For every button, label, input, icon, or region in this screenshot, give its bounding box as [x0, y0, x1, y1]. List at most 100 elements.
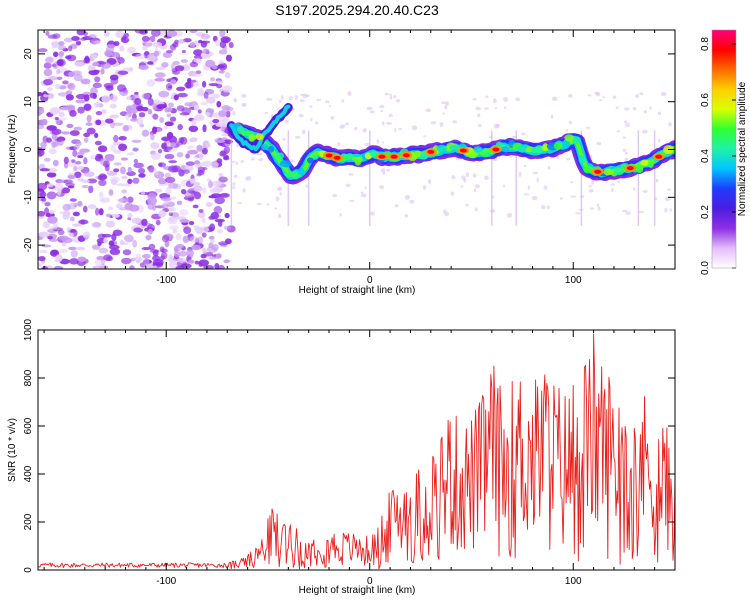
noise-speckle: [113, 122, 124, 126]
noise-speckle: [228, 41, 234, 49]
faint-speckle: [376, 139, 380, 144]
faint-speckle: [339, 212, 342, 217]
noise-speckle: [57, 92, 69, 97]
snr-xlabel: Height of straight line (km): [299, 585, 416, 596]
faint-speckle: [240, 159, 244, 164]
noise-speckle: [152, 103, 158, 111]
noise-speckle: [43, 157, 51, 162]
faint-speckle: [570, 195, 577, 198]
noise-speckle: [180, 59, 189, 63]
faint-speckle: [642, 129, 648, 134]
colorbar-label: Normalized spectral amplitude: [737, 81, 748, 216]
noise-speckle: [92, 82, 102, 89]
noise-speckle: [214, 80, 224, 85]
noise-speckle: [75, 246, 86, 251]
noise-speckle: [109, 114, 119, 119]
noise-speckle: [66, 123, 74, 129]
noise-speckle: [200, 101, 208, 106]
noise-speckle: [185, 161, 196, 166]
noise-speckle: [87, 66, 96, 71]
noise-speckle: [38, 91, 43, 97]
faint-speckle: [348, 173, 354, 176]
noise-speckle: [180, 189, 187, 195]
spectrogram-ylabel: Frequency (Hz): [7, 115, 18, 184]
noise-speckle: [205, 144, 211, 148]
noise-speckle: [201, 248, 207, 253]
faint-speckle: [250, 157, 255, 161]
faint-speckle: [281, 95, 284, 101]
noise-speckle: [129, 265, 135, 269]
faint-speckle: [547, 165, 551, 170]
noise-speckle: [65, 94, 74, 101]
faint-speckle: [472, 98, 477, 101]
noise-speckle: [93, 40, 102, 45]
noise-speckle: [48, 76, 58, 81]
noise-speckle: [77, 151, 85, 155]
noise-speckle: [141, 190, 146, 196]
noise-speckle: [43, 68, 53, 77]
noise-speckle: [120, 36, 130, 43]
noise-speckle: [67, 175, 76, 180]
noise-speckle: [191, 73, 202, 77]
faint-speckle: [425, 108, 432, 113]
noise-speckle: [208, 195, 217, 199]
colorbar-border: [711, 29, 737, 269]
noise-speckle: [94, 132, 99, 139]
noise-speckle: [218, 110, 227, 117]
noise-speckle: [158, 162, 167, 168]
noise-speckle: [77, 200, 83, 207]
faint-speckle: [483, 107, 489, 110]
noise-speckle: [46, 172, 57, 178]
noise-speckle: [225, 54, 232, 62]
faint-speckle: [560, 197, 563, 200]
noise-speckle: [93, 102, 101, 108]
faint-speckle: [588, 188, 594, 193]
noise-speckle: [202, 187, 207, 194]
noise-speckle: [49, 107, 61, 115]
faint-speckle: [642, 190, 649, 193]
noise-speckle: [39, 168, 50, 172]
noise-speckle: [55, 254, 63, 262]
noise-speckle: [168, 212, 174, 217]
noise-speckle: [58, 41, 65, 46]
noise-speckle: [192, 181, 201, 187]
noise-speckle: [126, 96, 132, 101]
hot-spot: [594, 169, 602, 174]
spectrogram-y-tick-label: -10: [23, 190, 34, 205]
noise-speckle: [152, 258, 164, 266]
faint-speckle: [395, 99, 401, 103]
noise-speckle: [120, 157, 129, 161]
noise-speckle: [88, 185, 94, 194]
noise-speckle: [51, 41, 61, 47]
noise-speckle: [122, 124, 130, 132]
noise-speckle: [205, 201, 213, 207]
snr-y-tick-label: 200: [23, 513, 34, 530]
noise-speckle: [58, 248, 69, 254]
noise-speckle: [165, 83, 173, 91]
noise-speckle: [150, 152, 161, 160]
noise-speckle: [194, 260, 200, 265]
ridge-blob: [267, 145, 275, 153]
noise-speckle: [208, 242, 214, 249]
faint-speckle: [386, 121, 392, 125]
noise-speckle: [200, 33, 211, 40]
noise-speckle: [47, 236, 53, 240]
noise-speckle: [173, 94, 179, 101]
noise-speckle: [57, 188, 62, 196]
faint-speckle: [445, 101, 450, 106]
snr-x-tick-label: 100: [565, 576, 582, 587]
noise-speckle: [141, 35, 150, 42]
ridge-blob: [583, 166, 593, 174]
noise-speckle: [69, 216, 75, 222]
noise-speckle: [46, 87, 53, 91]
noise-speckle: [118, 136, 127, 141]
noise-speckle: [75, 99, 87, 104]
noise-speckle: [44, 57, 54, 64]
noise-speckle: [199, 226, 209, 233]
noise-speckle: [65, 104, 76, 110]
noise-speckle: [224, 212, 230, 219]
noise-speckle: [92, 62, 100, 67]
faint-speckle: [551, 96, 558, 101]
noise-speckle: [191, 118, 197, 127]
